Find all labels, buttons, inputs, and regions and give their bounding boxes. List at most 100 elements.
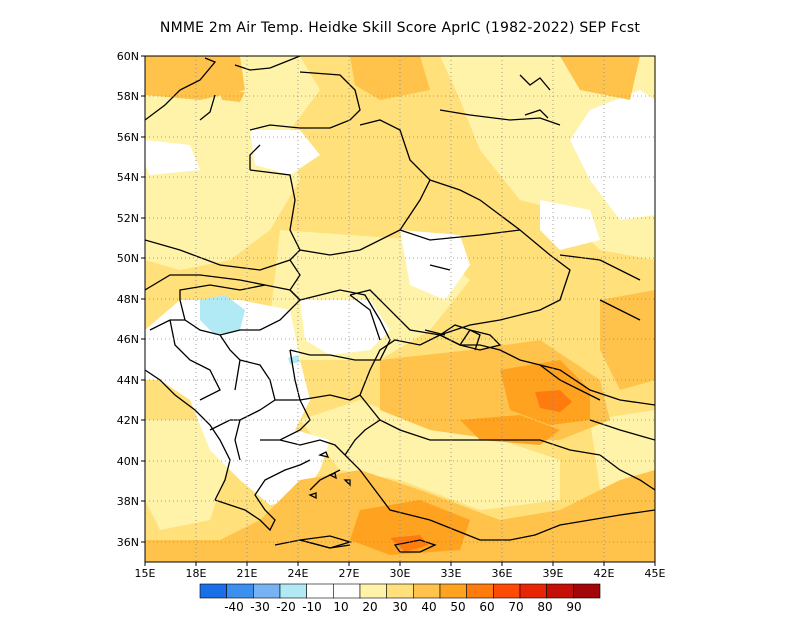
lat-tick-label: 38N [117,495,139,508]
hungary-border [179,284,301,336]
skill-score-shading [145,56,655,562]
cyprus [393,539,437,553]
lat-tick-label: 60N [117,50,139,63]
lon-tick-label: 45E [645,567,666,580]
lon-tick-label: 30E [390,567,411,580]
lat-tick-label: 40N [117,455,139,468]
colorbar-swatch [439,583,467,599]
turkey-south-coast [344,454,655,541]
lat-tick-label: 52N [117,212,139,225]
baltic-belarus-border [249,119,431,256]
colorbar-swatch [573,583,601,599]
shade-10-20-sw [145,420,230,530]
shade-white-romania [300,300,390,355]
lon-tick-label: 15E [135,567,156,580]
shade-40-50-south [350,500,470,555]
colorbar-label: -10 [302,600,322,614]
colorbar-swatch [279,583,307,599]
shade-white-northwest [145,140,200,175]
lon-tick-label: 42E [594,567,615,580]
colorbar-labels: -40 -30 -20 -10 10 20 30 40 50 60 70 80 … [224,600,581,614]
colorbar-swatch [493,583,521,599]
lat-tick-label: 46N [117,333,139,346]
lat-tick-label: 50N [117,252,139,265]
colorbar-label: 30 [392,600,407,614]
shade-white-ukraine [400,230,470,300]
colorbar-label: 80 [537,600,552,614]
crimea [438,324,502,351]
colorbar-label: -40 [224,600,244,614]
shade-white-east-central [540,200,600,250]
shade-10-20-turkey-north [300,400,560,510]
russia-east-border [559,254,641,321]
colorbar-swatch [413,583,441,599]
longitude-tick-labels: 15E 18E 21E 24E 27E 30E 33E 36E 39E 42E … [135,567,666,580]
lon-tick-label: 27E [339,567,360,580]
colorbar-swatch [519,583,547,599]
shade-50-70-caucasus [535,390,572,412]
colorbar-label: 90 [566,600,581,614]
lat-tick-label: 42N [117,414,139,427]
russia-border-east [429,109,561,231]
shade-30-40-northeast [560,56,640,100]
turkey-west-coast [344,419,381,456]
lat-tick-label: 44N [117,374,139,387]
colorbar-label: -20 [276,600,296,614]
ukraine-border [349,229,571,336]
colorbar-label: 20 [362,600,377,614]
lat-tick-label: 54N [117,171,139,184]
map-title: NMME 2m Air Temp. Heidke Skill Score Apr… [159,20,641,36]
colorbar-swatch [386,583,414,599]
colorbar-swatch [306,583,334,599]
shade-30-40-north-center [350,56,430,100]
colorbar-label: 40 [421,600,436,614]
colorbar-label: 10 [333,600,348,614]
shade-40-50-anatolia [460,415,560,445]
colorbar-swatch [466,583,494,599]
shade-10-20-north [145,56,320,270]
shade-50-70-cyprus [390,535,428,552]
lakes-and-rivers [424,74,551,336]
lon-tick-label: 24E [288,567,309,580]
shade-white-balkans [145,300,330,505]
poland-border [145,239,301,271]
greece-coast [214,439,351,549]
lat-tick-label: 58N [117,90,139,103]
lon-tick-label: 39E [543,567,564,580]
shade-white-belarus [250,130,320,175]
colorbar [199,583,601,599]
graticule-grid [145,56,655,562]
lat-tick-label: 48N [117,293,139,306]
frame-ticks [141,55,656,566]
lat-tick-label: 36N [117,536,139,549]
adriatic-coast [145,369,231,501]
coastlines-and-borders [145,56,655,553]
latitude-tick-labels: 60N 58N 56N 54N 52N 50N 48N 46N 44N 42N … [117,50,139,549]
lon-tick-label: 21E [237,567,258,580]
shade-30-40-right [600,290,655,390]
colorbar-swatch [199,583,227,599]
lon-tick-label: 33E [441,567,462,580]
czech-slovakia-border [145,274,266,291]
colorbar-swatch [253,583,281,599]
black-sea-coast [359,329,601,456]
colorbar-swatch [359,583,387,599]
moldova-border [349,294,381,341]
lon-tick-label: 18E [186,567,207,580]
lat-tick-label: 56N [117,131,139,144]
lon-tick-label: 36E [492,567,513,580]
aegean-islands [308,451,351,500]
scandinavia-coastline [145,56,361,170]
colorbar-swatch [333,583,361,599]
colorbar-label: 60 [479,600,494,614]
colorbar-label: -30 [250,600,270,614]
colorbar-swatch [226,583,254,599]
colorbar-label: 70 [508,600,523,614]
shade-30-40-north [145,56,245,100]
colorbar-label: 50 [450,600,465,614]
shade-negative-hungary [200,295,245,335]
colorbar-swatch [546,583,574,599]
shade-30-40-baltic [220,90,245,102]
shade-white-northeast [570,90,655,220]
